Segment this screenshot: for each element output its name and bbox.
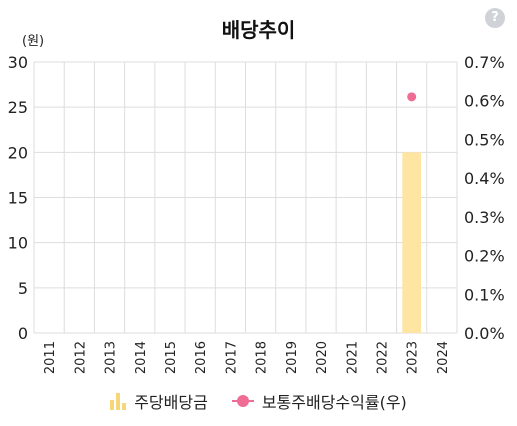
yield-point	[407, 92, 417, 102]
right-axis-tick-label: 0.6%	[464, 92, 505, 111]
x-axis-tick-label: 2019	[285, 341, 300, 374]
x-axis-tick-label: 2021	[345, 341, 360, 374]
left-axis-tick-label: 25	[8, 98, 28, 117]
x-axis-tick-label: 2016	[194, 341, 209, 374]
x-axis-ticks: 2011 2012 2013 2014 2015 2016 2017 2018 2019 2020…	[43, 341, 451, 374]
legend-label-dividend: 주당배당금	[134, 393, 208, 412]
legend-item-dividend[interactable]: 주당배당금	[110, 389, 208, 413]
x-axis-tick-label: 2020	[315, 341, 330, 374]
x-axis-tick-label: 2014	[134, 341, 149, 374]
x-axis-tick-label: 2011	[43, 341, 58, 374]
legend-item-yield[interactable]: 보통주배당수익률(우)	[231, 389, 407, 413]
right-axis-tick-label: 0.2%	[464, 247, 505, 266]
x-axis-tick-label: 2018	[255, 341, 270, 374]
left-axis-tick-label: 5	[18, 279, 28, 298]
legend-label-yield: 보통주배당수익률(우)	[261, 393, 407, 412]
x-axis-tick-label: 2023	[406, 341, 421, 374]
right-axis-ticks: 0.0% 0.1% 0.2% 0.3% 0.4% 0.5% 0.6% 0.7%	[464, 53, 505, 343]
left-axis-tick-label: 15	[8, 189, 28, 208]
left-axis-tick-label: 0	[18, 324, 28, 343]
left-axis-ticks: 0 5 10 15 20 25 30	[8, 53, 28, 343]
chart-title: 배당추이	[221, 18, 296, 42]
help-icon[interactable]: ?	[485, 8, 505, 28]
x-axis-tick-label: 2013	[104, 341, 119, 374]
left-axis-tick-label: 10	[8, 234, 28, 253]
line-dot-icon	[231, 394, 254, 408]
bar-series	[402, 152, 422, 333]
x-axis-tick-label: 2015	[164, 341, 179, 374]
x-axis-tick-label: 2012	[73, 341, 88, 374]
right-axis-tick-label: 0.7%	[464, 53, 505, 72]
bar-chart-icon	[110, 392, 127, 410]
x-axis-tick-label: 2024	[436, 341, 451, 374]
yield-series	[407, 92, 417, 102]
x-axis-tick-label: 2022	[375, 341, 390, 374]
right-axis-tick-label: 0.1%	[464, 285, 505, 304]
left-axis-unit-label: (원)	[22, 34, 45, 49]
x-axis-tick-label: 2017	[224, 341, 239, 374]
right-axis-tick-label: 0.4%	[464, 169, 505, 188]
left-axis-tick-label: 20	[8, 143, 28, 162]
right-axis-tick-label: 0.5%	[464, 130, 505, 149]
right-axis-tick-label: 0.0%	[464, 324, 505, 343]
grid-lines	[33, 61, 458, 334]
right-axis-tick-label: 0.3%	[464, 208, 505, 227]
left-axis-tick-label: 30	[8, 53, 28, 72]
dividend-bar	[402, 152, 422, 333]
legend: 주당배당금 보통주배당수익률(우)	[0, 386, 517, 416]
